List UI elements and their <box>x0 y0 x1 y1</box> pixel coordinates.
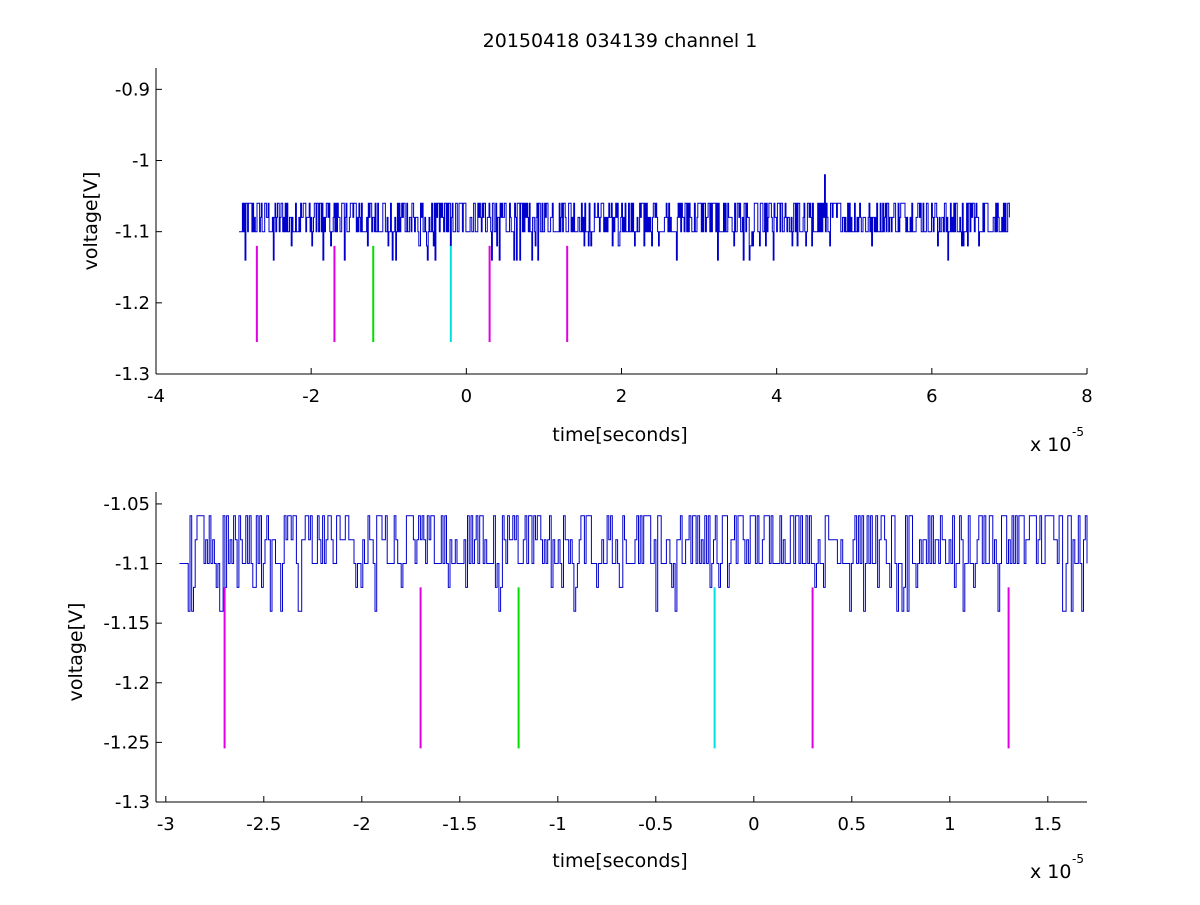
y-tick-label: -1.2 <box>115 673 150 694</box>
x-tick-label: 1 <box>944 814 955 835</box>
y-tick-label: -1 <box>132 151 150 172</box>
x-tick-label: 4 <box>771 386 782 407</box>
y-tick-label: -1.25 <box>103 732 150 753</box>
y-axis-label: voltage[V] <box>80 172 102 271</box>
x-tick-label: 8 <box>1081 386 1092 407</box>
x-ticks: -3 -2.5 -2 -1.5 -1 -0.5 0 0.5 1 1.5 <box>157 796 1062 835</box>
y-ticks: -1.3 -1.25 -1.2 -1.15 -1.1 -1.05 <box>103 494 162 813</box>
x-tick-label: 1.5 <box>1033 814 1062 835</box>
x-exponent-label: x 10 <box>1030 434 1071 456</box>
x-axis-label: time[seconds] <box>552 424 687 446</box>
signal-line <box>179 515 1088 612</box>
x-tick-label: -0.5 <box>638 814 673 835</box>
signal-line <box>239 174 1010 261</box>
y-tick-label: -1.15 <box>103 613 150 634</box>
x-tick-label: 0 <box>461 386 472 407</box>
x-tick-label: 0 <box>748 814 759 835</box>
y-ticks: -1.3 -1.2 -1.1 -1 -0.9 <box>115 79 162 385</box>
x-tick-label: 0.5 <box>837 814 866 835</box>
voltage-trace <box>179 515 1088 612</box>
y-tick-label: -1.3 <box>115 792 150 813</box>
x-tick-label: -3 <box>157 814 175 835</box>
bottom-panel: -3 -2.5 -2 -1.5 -1 -0.5 0 0.5 1 1.5 -1.3 -1.25 -1.2… <box>65 492 1088 883</box>
x-ticks: -4 -2 0 2 4 6 8 <box>147 368 1093 407</box>
x-tick-label: 6 <box>926 386 937 407</box>
x-tick-label: -4 <box>147 386 165 407</box>
top-panel: 20150418 034139 channel 1 -4 -2 0 2 4 6 8 -1.3… <box>80 30 1093 456</box>
x-tick-label: -1.5 <box>442 814 477 835</box>
x-tick-label: -2 <box>353 814 371 835</box>
y-tick-label: -1.3 <box>115 364 150 385</box>
voltage-trace <box>239 174 1010 261</box>
x-exponent-power: -5 <box>1072 852 1084 866</box>
x-tick-label: 2 <box>616 386 627 407</box>
y-tick-label: -1.1 <box>115 554 150 575</box>
x-exponent-power: -5 <box>1072 425 1084 439</box>
y-axis-label: voltage[V] <box>65 603 87 702</box>
event-markers <box>255 245 569 342</box>
y-tick-label: -1.2 <box>115 293 150 314</box>
x-tick-label: -2.5 <box>246 814 281 835</box>
x-exponent-label: x 10 <box>1030 861 1071 883</box>
chart-title: 20150418 034139 channel 1 <box>483 30 758 52</box>
x-tick-label: -1 <box>549 814 567 835</box>
event-markers <box>223 587 1010 749</box>
y-tick-label: -1.05 <box>103 494 150 515</box>
y-tick-label: -1.1 <box>115 222 150 243</box>
x-axis-label: time[seconds] <box>552 850 687 872</box>
y-tick-label: -0.9 <box>115 79 150 100</box>
x-tick-label: -2 <box>302 386 320 407</box>
